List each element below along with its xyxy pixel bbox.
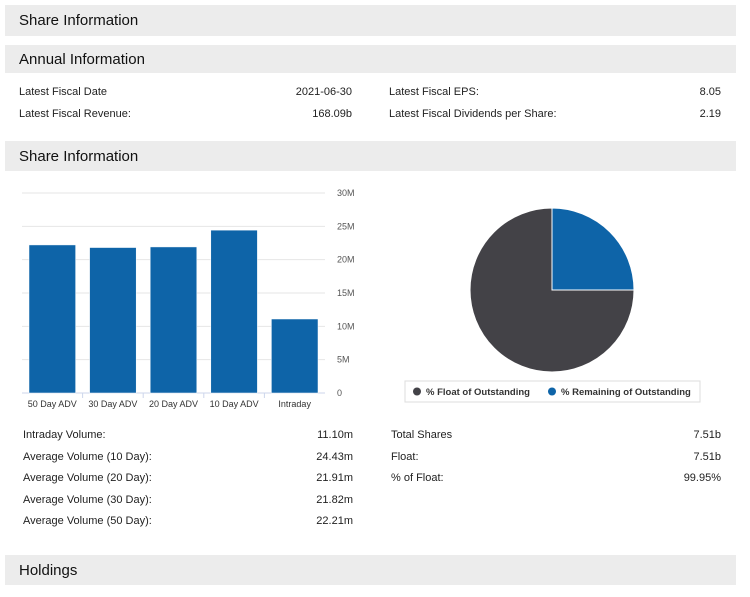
y-tick-label: 5M [337, 355, 350, 365]
info-row: Average Volume (10 Day): 24.43m [23, 451, 353, 463]
legend-marker [413, 387, 421, 396]
label: Latest Fiscal Date [19, 86, 108, 98]
value: 21.91m [316, 472, 353, 484]
y-tick-label: 10M [337, 321, 355, 331]
float-pie-chart: % Float of Outstanding % Remaining of Out… [404, 207, 701, 403]
value: 8.05 [699, 86, 721, 98]
bar [28, 244, 76, 394]
value: 2021-06-30 [295, 86, 352, 98]
value: 24.43m [316, 450, 353, 463]
share-information-header: Share Information [5, 141, 736, 171]
x-tick-label: 50 Day ADV [28, 399, 77, 409]
info-row: Intraday Volume: 11.10m [23, 429, 353, 441]
legend-marker [548, 387, 556, 396]
info-row: Total Shares 7.51b [391, 429, 721, 441]
pie-slice-remaining [551, 207, 635, 291]
value: 2.19 [699, 108, 721, 120]
x-tick-label: 10 Day ADV [210, 399, 259, 409]
label: Average Volume (50 Day): [23, 515, 152, 527]
info-row: Average Volume (50 Day): 22.21m [23, 515, 353, 527]
x-tick-label: Intraday [278, 399, 311, 409]
label: Latest Fiscal Dividends per Share: [389, 108, 557, 120]
y-tick-label: 0 [337, 388, 342, 398]
x-tick-label: 20 Day ADV [149, 399, 198, 409]
value: 168.09b [312, 108, 352, 120]
volume-bar-chart: 0 5M 10M 15M 20M 25M 30M 50 Day ADV 30 Day ADV 20… [22, 188, 355, 409]
bar [210, 229, 258, 394]
label: Intraday Volume: [23, 429, 106, 441]
holdings-header: Holdings [5, 555, 736, 585]
bar [149, 246, 198, 394]
page-title: Share Information [5, 5, 736, 36]
y-tick-label: 20M [337, 255, 355, 265]
info-row: % of Float: 99.95% [391, 472, 721, 484]
y-tick-label: 25M [337, 221, 355, 231]
y-tick-label: 15M [337, 288, 355, 298]
x-tick-label: 30 Day ADV [88, 399, 137, 409]
label: Average Volume (20 Day): [23, 472, 152, 484]
info-row: Average Volume (30 Day): 21.82m [23, 494, 353, 506]
bar [89, 247, 137, 394]
label: Latest Fiscal Revenue: [19, 108, 131, 120]
annual-row: Latest Fiscal EPS: 8.05 [389, 86, 721, 98]
label: Float: [391, 450, 419, 463]
legend-item[interactable]: % Float of Outstanding [426, 387, 530, 398]
annual-row: Latest Fiscal Revenue: 168.09b [19, 108, 352, 120]
pie-slice-float [469, 207, 635, 373]
y-tick-label: 30M [337, 188, 355, 198]
value: 99.95% [683, 472, 721, 484]
annual-information-header: Annual Information [5, 45, 736, 73]
info-row: Average Volume (20 Day): 21.91m [23, 472, 353, 484]
label: Total Shares [391, 429, 453, 441]
legend-item[interactable]: % Remaining of Outstanding [561, 387, 691, 398]
label: Average Volume (10 Day): [23, 450, 152, 463]
label: Average Volume (30 Day): [23, 493, 152, 506]
value: 7.51b [693, 450, 721, 463]
annual-row: Latest Fiscal Dividends per Share: 2.19 [389, 108, 721, 120]
value: 11.10m [317, 429, 353, 441]
value: 7.51b [693, 429, 721, 441]
label: % of Float: [391, 472, 444, 484]
info-row: Float: 7.51b [391, 451, 721, 463]
bar [271, 318, 319, 394]
value: 22.21m [316, 515, 353, 527]
annual-row: Latest Fiscal Date 2021-06-30 [19, 86, 352, 98]
value: 21.82m [316, 493, 353, 506]
label: Latest Fiscal EPS: [389, 86, 479, 98]
